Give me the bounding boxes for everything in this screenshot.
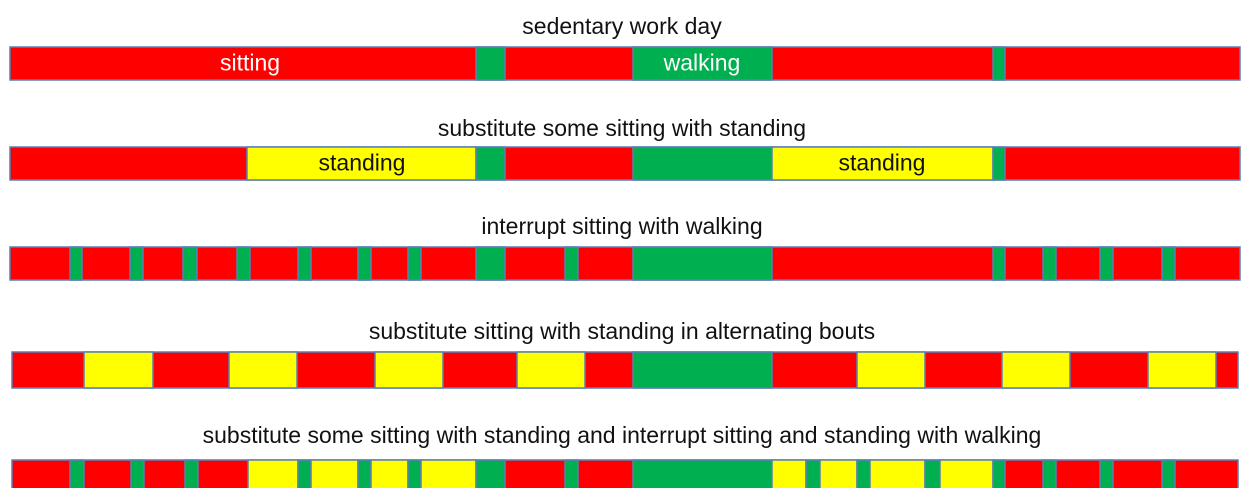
timeline-bar [9,46,1241,81]
segment [1161,459,1176,488]
segment [805,459,821,488]
segment [83,351,154,389]
segment [69,246,83,281]
segment [130,459,145,488]
segment [856,459,871,488]
segment-label: walking [663,50,741,76]
row-title: substitute some sitting with standing [438,115,806,141]
segment [632,146,773,181]
segment [236,246,251,281]
segment [475,459,506,488]
segment [564,459,579,488]
row-title: substitute some sitting with standing an… [203,422,1042,448]
segment [632,351,773,389]
segment [1161,246,1176,281]
segment [992,246,1006,281]
segment [992,459,1006,488]
segment-label: standing [319,150,406,176]
segment [246,146,477,181]
segment [992,46,1006,81]
segment [992,146,1006,181]
segment [516,351,586,389]
segment [939,459,994,488]
segment [297,246,312,281]
segment [475,146,506,181]
timeline-bar [9,246,1241,281]
segment [1099,459,1114,488]
segment [1042,459,1057,488]
timeline-bar [9,146,1241,181]
segment [357,459,372,488]
segment [228,351,298,389]
segment [564,246,579,281]
segment [407,459,422,488]
segment [632,459,773,488]
segment-label: sitting [220,50,280,76]
segment [374,351,444,389]
segment [247,459,299,488]
segment [819,459,858,488]
segment [632,246,773,281]
segment [475,46,506,81]
segment [357,246,372,281]
segment [184,459,199,488]
segment [771,146,994,181]
segment [632,46,773,81]
row-title: substitute sitting with standing in alte… [369,318,875,344]
segment [924,459,941,488]
segment [69,459,85,488]
segment [129,246,144,281]
segment [297,459,312,488]
segment [771,459,807,488]
segment [182,246,198,281]
row-title: interrupt sitting with walking [481,213,762,239]
segment [1099,246,1114,281]
segment [856,351,926,389]
segment [475,246,506,281]
segment [370,459,409,488]
segment [869,459,926,488]
segment [1147,351,1217,389]
segment [310,459,359,488]
row-title: sedentary work day [522,13,722,39]
segment-label: standing [839,150,926,176]
timeline-bar [11,459,1239,488]
segment [1042,246,1057,281]
segment [420,459,477,488]
segment [407,246,422,281]
segment [1001,351,1071,389]
